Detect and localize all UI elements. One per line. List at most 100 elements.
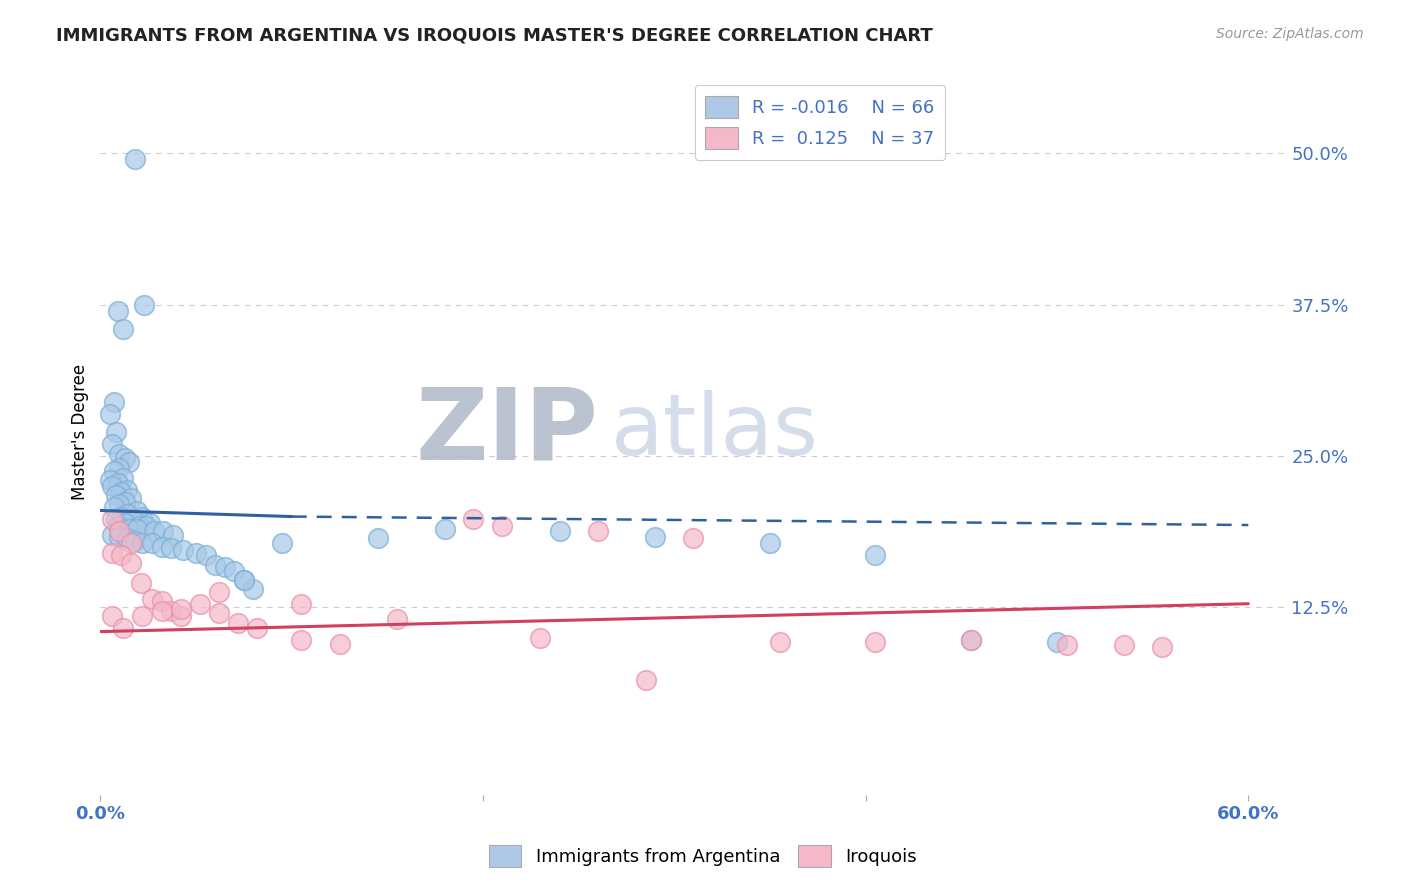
- Point: [112, 471, 135, 485]
- Point: [644, 530, 666, 544]
- Point: [108, 530, 131, 544]
- Point: [586, 524, 609, 538]
- Point: [101, 546, 124, 560]
- Point: [548, 524, 571, 538]
- Point: [108, 524, 131, 538]
- Point: [107, 475, 129, 490]
- Point: [98, 473, 121, 487]
- Point: [141, 591, 163, 606]
- Point: [152, 524, 174, 538]
- Point: [101, 512, 124, 526]
- Point: [433, 522, 456, 536]
- Point: [103, 394, 125, 409]
- Point: [115, 483, 138, 497]
- Point: [160, 604, 183, 618]
- Point: [131, 608, 153, 623]
- Point: [104, 512, 127, 526]
- Point: [150, 540, 173, 554]
- Point: [172, 543, 194, 558]
- Point: [242, 582, 264, 597]
- Point: [120, 491, 142, 506]
- Point: [271, 536, 294, 550]
- Point: [124, 153, 146, 167]
- Point: [110, 509, 132, 524]
- Point: [385, 612, 408, 626]
- Point: [125, 503, 148, 517]
- Legend: Immigrants from Argentina, Iroquois: Immigrants from Argentina, Iroquois: [482, 838, 924, 874]
- Point: [101, 437, 124, 451]
- Point: [150, 594, 173, 608]
- Point: [125, 522, 148, 536]
- Point: [118, 522, 141, 536]
- Point: [214, 560, 236, 574]
- Point: [103, 464, 125, 478]
- Point: [135, 519, 157, 533]
- Point: [108, 498, 131, 512]
- Point: [328, 637, 350, 651]
- Legend: R = -0.016    N = 66, R =  0.125    N = 37: R = -0.016 N = 66, R = 0.125 N = 37: [695, 85, 945, 160]
- Point: [104, 425, 127, 439]
- Point: [160, 541, 183, 555]
- Point: [122, 512, 145, 526]
- Point: [768, 635, 790, 649]
- Point: [759, 536, 782, 550]
- Point: [367, 532, 389, 546]
- Point: [124, 533, 146, 548]
- Point: [194, 549, 217, 563]
- Point: [108, 447, 131, 461]
- Point: [188, 597, 211, 611]
- Point: [1152, 640, 1174, 655]
- Point: [107, 519, 129, 533]
- Point: [529, 631, 551, 645]
- Point: [224, 564, 246, 578]
- Point: [863, 549, 886, 563]
- Point: [1112, 638, 1135, 652]
- Point: [232, 573, 254, 587]
- Point: [114, 451, 136, 466]
- Point: [101, 527, 124, 541]
- Point: [863, 635, 886, 649]
- Point: [1046, 635, 1069, 649]
- Point: [232, 573, 254, 587]
- Point: [104, 488, 127, 502]
- Point: [1056, 638, 1078, 652]
- Point: [108, 461, 131, 475]
- Point: [101, 608, 124, 623]
- Point: [139, 516, 162, 530]
- Point: [204, 558, 226, 572]
- Point: [131, 536, 153, 550]
- Point: [103, 500, 125, 514]
- Point: [110, 549, 132, 563]
- Point: [129, 576, 152, 591]
- Point: [150, 604, 173, 618]
- Text: Source: ZipAtlas.com: Source: ZipAtlas.com: [1216, 27, 1364, 41]
- Point: [115, 532, 138, 546]
- Point: [290, 597, 312, 611]
- Point: [114, 495, 136, 509]
- Text: atlas: atlas: [610, 391, 818, 474]
- Point: [246, 621, 269, 635]
- Point: [162, 527, 184, 541]
- Point: [114, 516, 136, 530]
- Point: [170, 601, 193, 615]
- Point: [112, 322, 135, 336]
- Point: [682, 532, 704, 546]
- Point: [131, 509, 153, 524]
- Point: [110, 485, 132, 500]
- Point: [491, 519, 513, 533]
- Point: [101, 479, 124, 493]
- Point: [107, 303, 129, 318]
- Point: [290, 633, 312, 648]
- Point: [98, 407, 121, 421]
- Point: [118, 455, 141, 469]
- Point: [170, 608, 193, 623]
- Point: [226, 616, 249, 631]
- Point: [960, 633, 983, 648]
- Point: [141, 536, 163, 550]
- Point: [184, 546, 207, 560]
- Text: IMMIGRANTS FROM ARGENTINA VS IROQUOIS MASTER'S DEGREE CORRELATION CHART: IMMIGRANTS FROM ARGENTINA VS IROQUOIS MA…: [56, 27, 934, 45]
- Point: [142, 524, 165, 538]
- Point: [634, 673, 657, 687]
- Text: ZIP: ZIP: [416, 384, 599, 480]
- Point: [128, 519, 150, 533]
